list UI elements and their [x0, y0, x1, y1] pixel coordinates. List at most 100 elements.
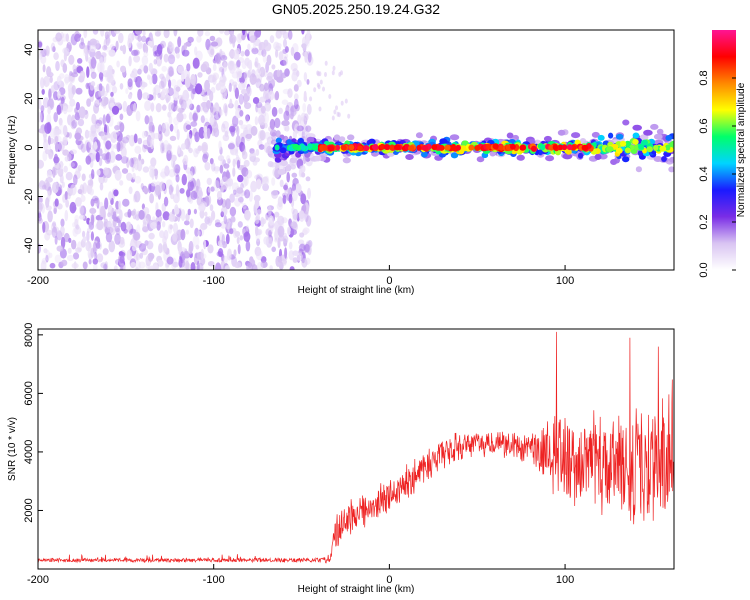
noise-speckle	[214, 222, 222, 228]
noise-speckle	[281, 217, 288, 224]
noise-speckle	[303, 72, 308, 82]
noise-speckle	[223, 92, 227, 100]
noise-speckle	[101, 96, 108, 107]
spectrogram-plot-area	[38, 30, 674, 270]
noise-speckle	[75, 87, 83, 95]
signal-cell	[608, 132, 614, 139]
noise-speckle	[324, 60, 328, 66]
noise-speckle	[188, 147, 193, 154]
noise-speckle	[244, 49, 250, 57]
signal-cell	[289, 157, 298, 164]
noise-speckle	[52, 182, 59, 194]
noise-speckle	[291, 71, 298, 82]
noise-speckle	[143, 65, 149, 74]
noise-speckle	[201, 101, 208, 108]
noise-speckle	[127, 38, 132, 49]
noise-speckle	[102, 114, 106, 126]
noise-speckle	[219, 30, 225, 34]
signal-cell	[632, 124, 642, 131]
signal-cell	[314, 155, 322, 162]
noise-speckle	[168, 79, 172, 89]
noise-speckle	[160, 142, 165, 154]
noise-speckle	[130, 72, 137, 78]
signal-cell	[421, 144, 429, 151]
noise-speckle	[107, 80, 112, 93]
noise-speckle	[220, 206, 228, 217]
snr-frame	[37, 328, 675, 570]
signal-cell	[622, 156, 630, 163]
noise-speckle	[102, 52, 107, 64]
noise-speckle	[304, 211, 309, 223]
noise-speckle	[86, 130, 92, 138]
noise-speckle	[114, 169, 122, 181]
noise-speckle	[62, 63, 68, 73]
noise-speckle	[72, 64, 77, 72]
signal-cell	[624, 147, 631, 154]
noise-speckle	[135, 260, 141, 270]
signal-cell	[348, 144, 355, 151]
noise-speckle	[105, 140, 112, 150]
noise-speckle	[105, 232, 113, 243]
noise-speckle	[169, 135, 177, 141]
noise-speckle	[132, 244, 137, 252]
noise-speckle	[254, 61, 258, 67]
noise-speckle	[239, 110, 244, 117]
noise-speckle	[184, 262, 191, 270]
noise-speckle	[296, 79, 302, 88]
noise-speckle	[127, 208, 132, 218]
signal-cell	[342, 157, 351, 164]
noise-speckle	[112, 130, 120, 137]
noise-speckle	[163, 122, 171, 129]
noise-speckle	[196, 260, 200, 270]
noise-speckle	[234, 87, 239, 100]
noise-speckle	[53, 112, 58, 123]
noise-speckle	[112, 211, 117, 218]
noise-speckle	[211, 127, 216, 137]
signal-cell	[280, 160, 288, 167]
signal-cell	[665, 144, 671, 151]
noise-speckle	[175, 184, 180, 196]
signal-cell	[421, 151, 428, 158]
noise-speckle	[163, 196, 169, 207]
noise-speckle	[46, 169, 53, 179]
noise-speckle	[347, 113, 351, 119]
noise-speckle	[184, 76, 191, 88]
noise-speckle	[252, 76, 258, 83]
noise-speckle	[99, 61, 105, 73]
noise-speckle	[43, 248, 48, 254]
noise-speckle	[137, 43, 143, 50]
noise-speckle	[316, 70, 320, 76]
noise-speckle	[119, 265, 124, 270]
noise-speckle	[57, 90, 61, 99]
noise-speckle	[229, 206, 237, 217]
noise-speckle	[174, 46, 180, 55]
noise-speckle	[305, 125, 312, 132]
noise-speckle	[236, 187, 244, 194]
noise-speckle	[168, 184, 173, 196]
noise-speckle	[77, 164, 82, 172]
signal-cell	[297, 137, 304, 144]
noise-speckle	[241, 60, 247, 70]
noise-speckle	[269, 162, 277, 168]
noise-speckle	[289, 266, 295, 270]
noise-speckle	[94, 251, 98, 261]
noise-speckle	[60, 259, 68, 267]
signal-cell	[653, 144, 659, 151]
noise-speckle	[154, 31, 161, 37]
noise-speckle	[235, 47, 241, 55]
signal-cell	[543, 135, 552, 142]
noise-speckle	[159, 80, 165, 90]
noise-speckle	[60, 236, 66, 249]
signal-cell	[285, 165, 292, 172]
noise-speckle	[283, 110, 290, 122]
noise-speckle	[223, 163, 230, 169]
noise-speckle	[89, 207, 96, 214]
noise-speckle	[215, 83, 221, 91]
noise-speckle	[255, 149, 260, 156]
noise-speckle	[69, 70, 73, 77]
noise-speckle	[103, 90, 108, 97]
noise-speckle	[169, 123, 174, 132]
noise-speckle	[202, 61, 210, 71]
noise-speckle	[91, 169, 95, 180]
colorbar-tick-label: 0.4	[698, 166, 710, 181]
